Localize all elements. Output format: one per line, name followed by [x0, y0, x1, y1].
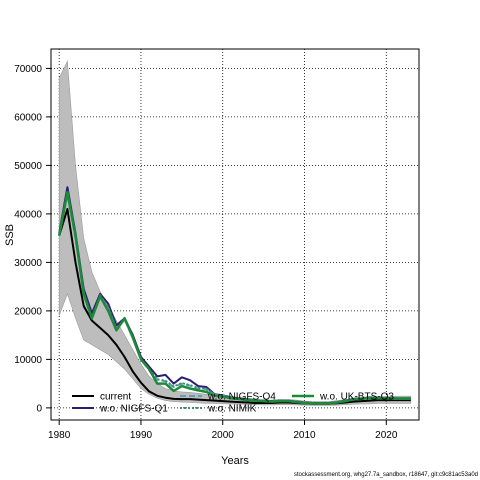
- series-line-3: [58, 191, 411, 405]
- y-axis-title: SSB: [4, 224, 16, 246]
- y-tick-label: 40000: [14, 209, 42, 220]
- x-tick-label: 2000: [212, 430, 235, 441]
- legend-label-3: w.o. NIMIK: [207, 404, 257, 415]
- x-axis-title: Years: [221, 455, 249, 467]
- series-lines: [57, 186, 411, 405]
- y-tick-label: 60000: [14, 112, 42, 123]
- y-tick-label: 10000: [14, 355, 42, 366]
- x-tick-label: 2020: [375, 430, 398, 441]
- x-axis: 1980 1990 2000 2010 2020: [48, 420, 398, 441]
- y-tick-label: 50000: [14, 161, 42, 172]
- y-tick-label: 20000: [14, 306, 42, 317]
- series-line-2: [58, 193, 411, 405]
- legend-label-0: current: [100, 392, 131, 403]
- legend-label-2: w.o. NIGFS-Q4: [207, 392, 276, 403]
- x-tick-label: 1980: [48, 430, 71, 441]
- grid-lines: [51, 49, 419, 420]
- y-tick-label: 0: [36, 403, 42, 414]
- x-tick-label: 2010: [293, 430, 316, 441]
- y-axis: 0 10000 20000 30000 40000 50000 60000 70000: [14, 64, 51, 414]
- x-tick-label: 1990: [130, 430, 153, 441]
- plot-area: [50, 48, 420, 421]
- confidence-band: [58, 59, 412, 406]
- series-line-0: [58, 208, 411, 405]
- series-line-4: [57, 190, 411, 405]
- credit-text: stockassessment.org, whg27.7a_sandbox, r…: [294, 472, 478, 478]
- y-tick-label: 70000: [14, 64, 42, 75]
- series-line-1: [58, 186, 411, 404]
- y-tick-label: 30000: [14, 258, 42, 269]
- legend-label-4: w.o. UK-BTS-Q3: [319, 392, 394, 403]
- legend-label-1: w.o. NIGFS-Q1: [99, 404, 168, 415]
